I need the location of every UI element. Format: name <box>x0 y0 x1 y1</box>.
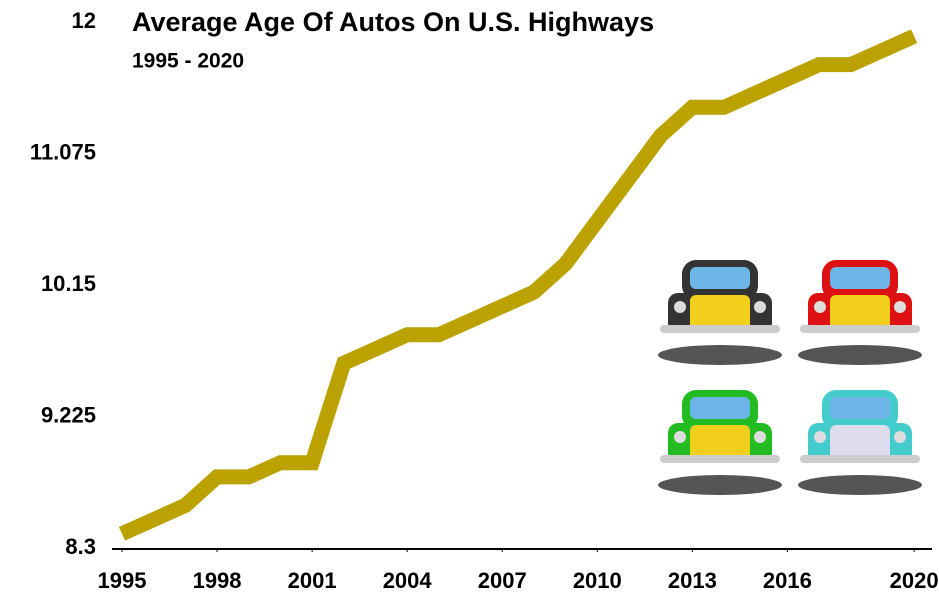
chart-title: Average Age Of Autos On U.S. Highways <box>132 7 654 37</box>
y-tick-label: 11.075 <box>30 139 96 164</box>
chart-subtitle: 1995 - 2020 <box>132 50 244 73</box>
y-tick-label: 8.3 <box>65 534 96 559</box>
x-tick-label: 2020 <box>890 568 939 593</box>
x-tick-label: 2001 <box>288 568 337 593</box>
car-illustrations <box>658 260 922 495</box>
x-tick-label: 1995 <box>98 568 147 593</box>
x-tick-label: 2004 <box>383 568 433 593</box>
y-tick-label: 12 <box>72 8 96 33</box>
x-tick-label: 2007 <box>478 568 527 593</box>
data-line <box>122 36 914 534</box>
y-tick-label: 10.15 <box>41 271 96 296</box>
x-tick-label: 1998 <box>193 568 242 593</box>
y-tick-label: 9.225 <box>41 402 96 427</box>
x-tick-label: 2016 <box>763 568 812 593</box>
x-tick-label: 2013 <box>668 568 717 593</box>
x-tick-label: 2010 <box>573 568 622 593</box>
chart: Average Age Of Autos On U.S. Highways 19… <box>0 0 939 600</box>
